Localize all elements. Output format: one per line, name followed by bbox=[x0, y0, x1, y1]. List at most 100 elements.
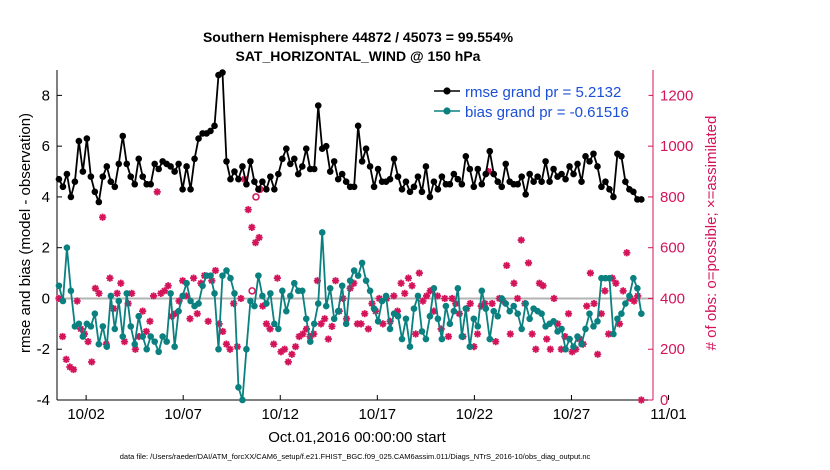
bias-point bbox=[139, 333, 147, 340]
bias-point bbox=[215, 345, 222, 353]
obs-assimilated-marker bbox=[291, 343, 300, 351]
rmse-point bbox=[326, 168, 334, 175]
bias-point bbox=[594, 318, 601, 325]
rmse-point bbox=[294, 170, 302, 178]
obs-assimilated-marker bbox=[477, 302, 485, 310]
bias-point bbox=[103, 343, 111, 350]
rmse-point bbox=[558, 170, 565, 178]
obs-assimilated-marker bbox=[106, 274, 114, 282]
obs-assimilated-marker bbox=[430, 307, 438, 315]
bias-point bbox=[438, 335, 446, 343]
bias-point bbox=[394, 312, 402, 320]
obs-assimilated-marker bbox=[117, 279, 125, 287]
y2-tick-label: 1200 bbox=[660, 87, 693, 104]
rmse-point bbox=[570, 170, 577, 178]
rmse-point bbox=[223, 158, 230, 165]
bias-point bbox=[147, 333, 154, 340]
obs-assimilated-marker bbox=[281, 345, 289, 353]
obs-assimilated-marker bbox=[415, 269, 423, 277]
obs-assimilated-marker bbox=[488, 299, 496, 308]
rmse-point bbox=[255, 186, 262, 193]
obs-assimilated-marker bbox=[331, 277, 340, 285]
rmse-point bbox=[410, 183, 418, 191]
rmse-point bbox=[147, 180, 154, 188]
y-axis-label: rmse and bias (model - observation) bbox=[17, 113, 34, 353]
bias-point bbox=[514, 310, 521, 317]
bias-point bbox=[183, 279, 190, 287]
bias-point bbox=[618, 310, 625, 317]
bias-point bbox=[79, 333, 87, 340]
obs-assimilated-marker bbox=[572, 345, 580, 353]
rmse-point bbox=[486, 147, 494, 155]
rmse-point bbox=[390, 155, 398, 163]
bias-point bbox=[474, 323, 482, 330]
bias-point bbox=[402, 315, 410, 323]
bias-point bbox=[211, 290, 218, 297]
obs-assimilated-marker bbox=[564, 310, 573, 318]
obs-assimilated-marker bbox=[594, 350, 602, 358]
y2-tick-label: 800 bbox=[660, 189, 685, 206]
obs-assimilated-marker bbox=[131, 345, 139, 353]
bias-point bbox=[374, 318, 382, 325]
bias-point bbox=[626, 292, 633, 300]
rmse-point bbox=[638, 196, 645, 203]
bias-point bbox=[219, 272, 226, 279]
bias-point bbox=[155, 348, 162, 356]
rmse-point bbox=[195, 135, 202, 142]
bias-point bbox=[171, 343, 178, 350]
obs-assimilated-marker bbox=[88, 358, 96, 366]
obs-assimilated-marker bbox=[146, 317, 154, 325]
bias-point bbox=[426, 312, 434, 320]
obs-assimilated-marker bbox=[433, 292, 442, 300]
y-tick-label: 0 bbox=[42, 290, 50, 307]
obs-assimilated-marker bbox=[171, 310, 180, 318]
rmse-point bbox=[247, 158, 254, 165]
obs-assimilated-marker bbox=[539, 282, 547, 290]
obs-assimilated-marker bbox=[277, 348, 285, 356]
rmse-point bbox=[251, 178, 258, 185]
bias-point bbox=[247, 297, 254, 305]
rmse-point bbox=[171, 168, 178, 175]
rmse-point bbox=[406, 188, 414, 196]
bias-point bbox=[302, 315, 310, 323]
bias-point bbox=[167, 290, 174, 297]
rmse-point bbox=[267, 173, 274, 180]
bias-point bbox=[207, 272, 214, 279]
rmse-point bbox=[498, 183, 506, 191]
obs-assimilated-marker bbox=[492, 338, 500, 346]
rmse-point bbox=[606, 186, 613, 193]
rmse-point bbox=[123, 160, 131, 168]
rmse-point bbox=[526, 170, 533, 178]
bias-point bbox=[566, 335, 573, 343]
obs-assimilated-marker bbox=[412, 330, 420, 338]
rmse-point bbox=[366, 163, 374, 170]
rmse-point bbox=[594, 163, 601, 170]
rmse-point bbox=[219, 69, 226, 76]
bias-point bbox=[310, 320, 318, 328]
rmse-point bbox=[79, 168, 87, 175]
rmse-point bbox=[59, 183, 67, 191]
bias-point bbox=[574, 333, 581, 340]
obs-assimilated-marker bbox=[113, 289, 121, 297]
bias-point bbox=[386, 325, 394, 333]
rmse-point bbox=[458, 180, 466, 188]
rmse-point bbox=[466, 165, 474, 173]
bias-point bbox=[267, 290, 274, 297]
rmse-point bbox=[314, 102, 322, 109]
bias-point bbox=[482, 305, 490, 312]
obs-assimilated-marker bbox=[62, 355, 70, 363]
rmse-point bbox=[183, 163, 190, 170]
obs-assimilated-marker bbox=[426, 287, 434, 295]
obs-assimilated-marker bbox=[157, 289, 165, 297]
obs-assimilated-marker bbox=[204, 317, 212, 325]
plot-area: 10/02 10/07 10/12 10/17 10/22 10/27 11/01 -4 -2 0… bbox=[37, 69, 693, 423]
rmse-point bbox=[482, 170, 490, 178]
bias-point bbox=[450, 307, 458, 315]
legend-box bbox=[429, 79, 649, 123]
rmse-point bbox=[91, 188, 99, 196]
bias-point bbox=[91, 310, 99, 317]
obs-assimilated-marker bbox=[375, 294, 383, 303]
x-axis-label: Oct.01,2016 00:00:00 start bbox=[268, 429, 446, 446]
bias-point bbox=[187, 297, 194, 305]
